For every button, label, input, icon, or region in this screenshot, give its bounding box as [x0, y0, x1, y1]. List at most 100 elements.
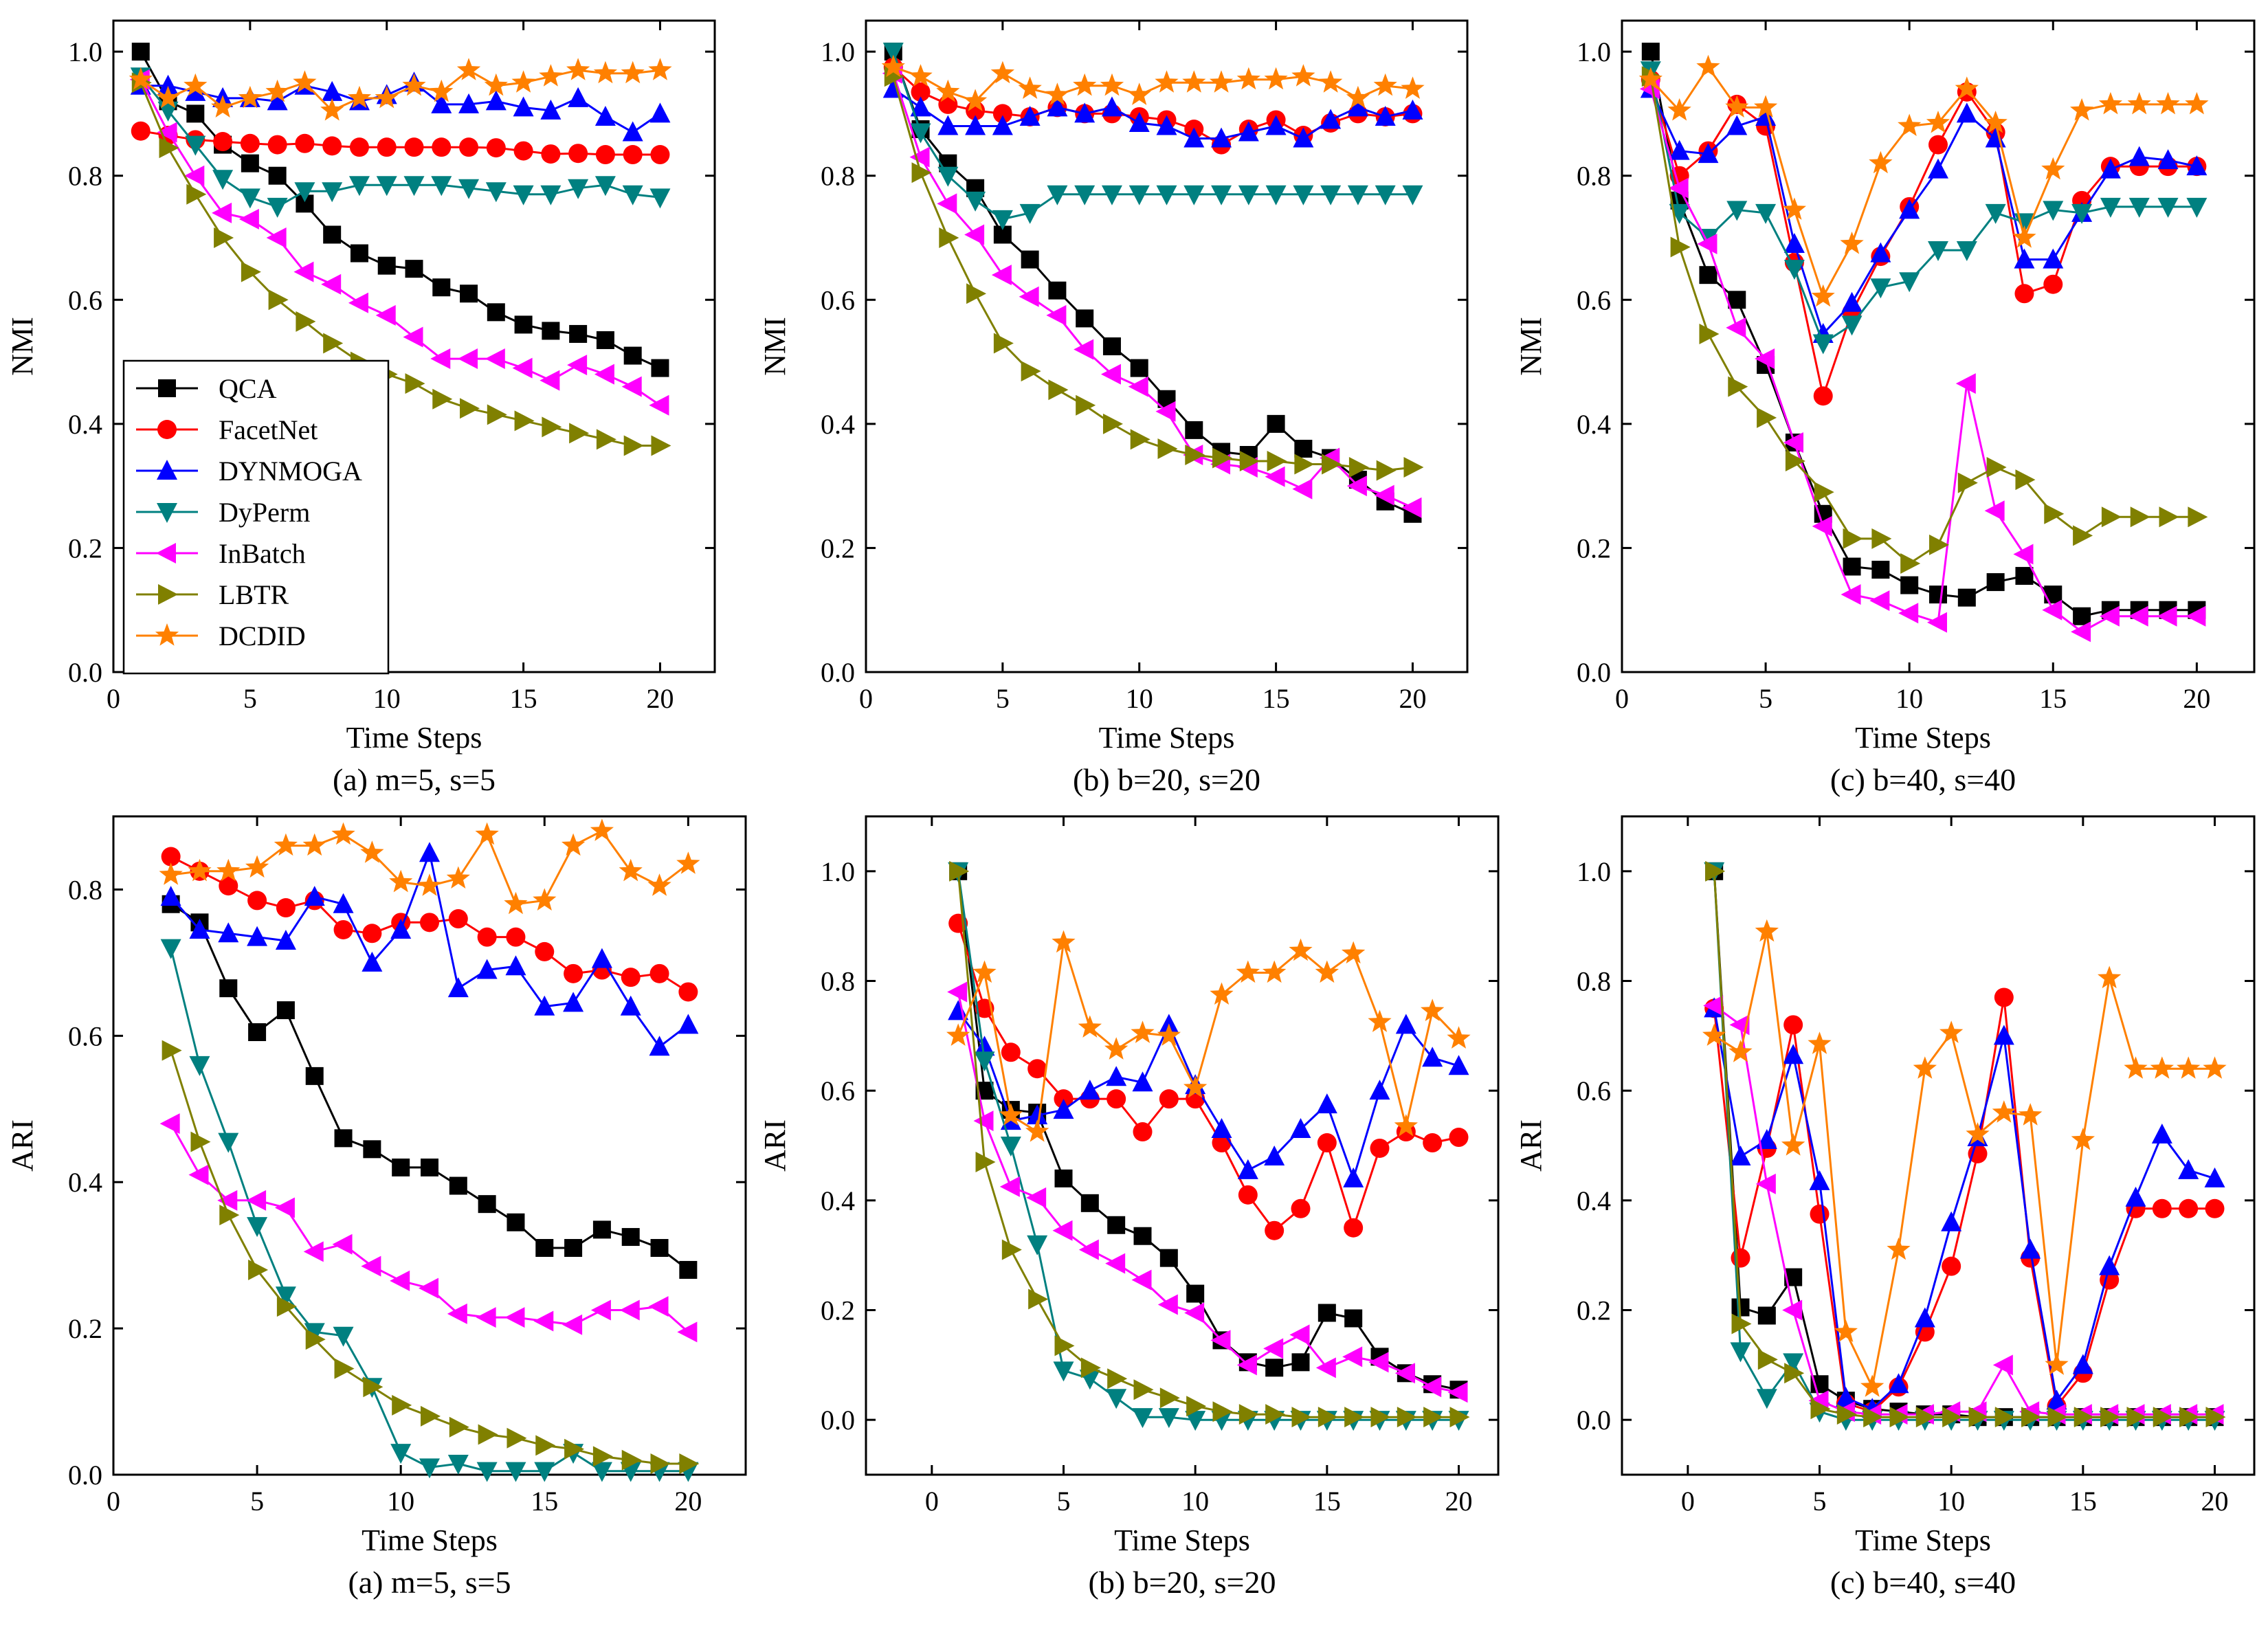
data-point: [162, 1040, 182, 1061]
series-inbatch: [882, 63, 1422, 518]
legend-label: DCDID: [219, 621, 306, 651]
series-dcdid: [1702, 919, 2227, 1397]
data-point: [2177, 1056, 2201, 1079]
data-point: [513, 96, 534, 117]
data-point: [1293, 127, 1314, 148]
data-point: [1841, 584, 1861, 605]
data-point: [485, 90, 507, 111]
data-point: [562, 833, 586, 856]
y-tick-label: 1.0: [821, 856, 855, 887]
data-point: [542, 322, 560, 340]
data-point: [1782, 1299, 1803, 1321]
data-point: [2179, 1198, 2199, 1218]
data-point: [1986, 457, 2007, 478]
data-point: [247, 891, 267, 911]
data-point: [623, 346, 642, 365]
legend-marker: [157, 460, 177, 480]
legend-marker: [158, 584, 178, 605]
data-point: [1155, 70, 1179, 93]
data-point: [1730, 1145, 1751, 1165]
series-lbtr: [1641, 66, 2208, 574]
y-tick-label: 1.0: [1577, 36, 1611, 67]
data-point: [1183, 185, 1205, 205]
data-point: [1421, 1376, 1442, 1398]
data-point: [1080, 1194, 1099, 1212]
data-point: [1100, 364, 1121, 385]
y-tick-label: 0.8: [68, 161, 102, 192]
series-inbatch: [129, 69, 669, 416]
data-point: [1291, 1353, 1310, 1372]
x-axis-label: Time Steps: [1855, 1523, 1991, 1557]
y-tick-label: 0.8: [1577, 161, 1611, 192]
data-point: [622, 185, 643, 205]
data-point: [1132, 1071, 1153, 1092]
data-point: [1320, 185, 1342, 205]
data-point: [999, 1176, 1020, 1197]
data-point: [1957, 472, 1978, 493]
data-point: [513, 141, 533, 161]
data-point: [241, 261, 261, 282]
data-point: [247, 1217, 268, 1238]
data-point: [448, 909, 468, 929]
data-point: [2185, 91, 2209, 115]
data-point: [1132, 1408, 1153, 1429]
data-point: [1344, 1309, 1363, 1328]
data-point: [1236, 67, 1260, 90]
y-tick-label: 1.0: [821, 36, 855, 67]
data-point: [910, 96, 931, 117]
y-axis-label: ARI: [1514, 1119, 1548, 1172]
data-point: [1210, 1330, 1231, 1351]
data-point: [2152, 1198, 2172, 1218]
data-point: [1348, 457, 1369, 478]
x-axis-label: Time Steps: [1099, 721, 1235, 755]
data-point: [648, 58, 672, 80]
data-point: [238, 85, 262, 109]
x-tick-label: 10: [1181, 1486, 1209, 1517]
data-point: [973, 1110, 994, 1132]
data-point: [507, 1213, 525, 1231]
y-axis-label: NMI: [758, 317, 792, 376]
data-point: [1047, 96, 1068, 117]
data-point: [1942, 1407, 1963, 1428]
data-point: [293, 261, 314, 282]
data-point: [1074, 102, 1096, 123]
series-lbtr: [884, 66, 1424, 481]
data-point: [1783, 1044, 1804, 1064]
data-point: [1783, 1353, 1804, 1374]
data-point: [1871, 528, 1892, 549]
data-point: [477, 927, 497, 947]
data-point: [650, 1453, 671, 1475]
data-point: [991, 265, 1012, 286]
data-point: [402, 73, 426, 96]
data-point: [1869, 150, 1893, 174]
y-tick-label: 0.0: [1577, 657, 1611, 688]
data-point: [1395, 1014, 1416, 1034]
data-point: [486, 138, 506, 158]
data-point: [1785, 451, 1805, 472]
data-point: [1728, 1040, 1753, 1062]
data-point: [362, 951, 383, 972]
data-point: [1756, 1129, 1777, 1150]
legend-marker: [156, 543, 176, 563]
data-point: [622, 121, 643, 142]
data-point: [1076, 309, 1094, 328]
data-point: [2188, 506, 2208, 528]
data-point: [1422, 1047, 1443, 1067]
data-point: [403, 176, 425, 197]
data-point: [1870, 242, 1891, 263]
series-dcdid: [881, 54, 1425, 111]
data-point: [212, 202, 232, 223]
data-point: [533, 888, 557, 911]
data-point: [1263, 1338, 1284, 1359]
data-point: [160, 939, 181, 959]
data-point: [1021, 361, 1041, 382]
data-point: [1019, 203, 1041, 224]
data-point: [2153, 1407, 2173, 1428]
data-point: [2041, 157, 2065, 180]
data-point: [2178, 1159, 2199, 1179]
data-point: [247, 926, 268, 946]
data-point: [447, 977, 469, 998]
data-point: [949, 860, 970, 882]
data-point: [1956, 241, 1977, 262]
data-point: [390, 1444, 412, 1464]
